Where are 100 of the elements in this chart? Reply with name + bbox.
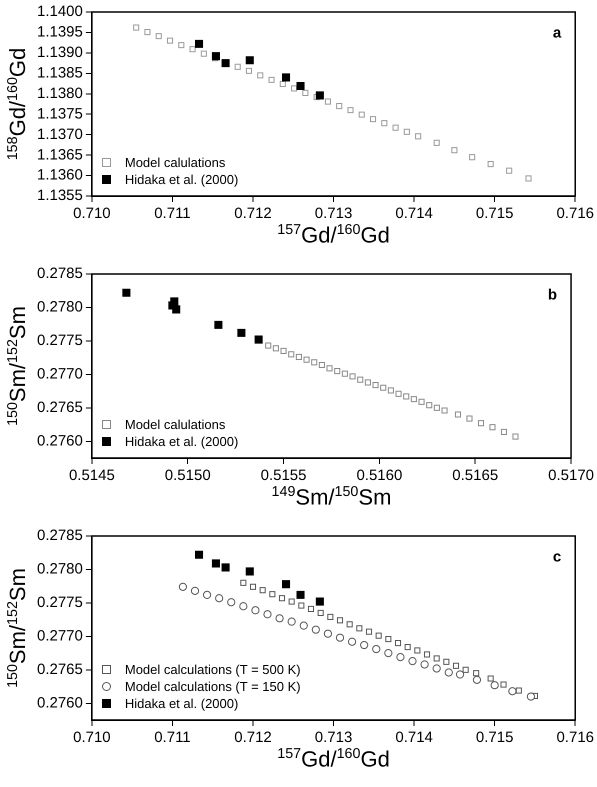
point [452, 662, 460, 669]
point [396, 390, 402, 397]
point [324, 630, 332, 638]
point [296, 82, 305, 90]
point [526, 692, 536, 701]
point [282, 73, 290, 82]
y-tick-label: 0.2765 [36, 398, 83, 416]
point [190, 46, 196, 52]
point [200, 50, 207, 57]
point [360, 640, 368, 650]
point [392, 124, 399, 131]
point [302, 90, 308, 96]
point [434, 140, 440, 146]
point [348, 638, 356, 646]
x-tick-label: 0.5145 [68, 467, 115, 484]
point [488, 675, 494, 682]
y-tick-label: 0.2785 [36, 265, 83, 282]
point [434, 655, 440, 662]
point [246, 68, 252, 74]
point [296, 354, 302, 360]
legend-label: Hidaka et al. (2000) [124, 171, 238, 188]
x-tick-label: 0.711 [154, 729, 191, 746]
point [246, 567, 254, 576]
point [327, 614, 334, 620]
point [525, 175, 532, 182]
point [404, 644, 411, 650]
point [444, 668, 453, 677]
point [133, 24, 140, 31]
y-tick-label: 1.1395 [36, 24, 83, 41]
point [334, 368, 340, 374]
point [472, 676, 482, 684]
point [194, 40, 204, 48]
point [316, 598, 324, 606]
x-tick-label: 0.714 [395, 729, 433, 746]
point [489, 424, 496, 430]
point [318, 610, 324, 616]
point [473, 670, 480, 676]
y-tick-label: 1.1400 [36, 3, 83, 20]
point [280, 80, 286, 88]
point [170, 297, 178, 306]
point [312, 626, 320, 634]
point [298, 602, 304, 609]
x-tick-label: 0.5165 [452, 467, 498, 484]
point [280, 348, 287, 354]
point [456, 670, 464, 679]
point [462, 666, 469, 673]
x-tick-label: 0.710 [73, 205, 111, 222]
point [342, 370, 348, 377]
point [403, 393, 410, 400]
point [275, 614, 284, 622]
point [257, 72, 264, 78]
point [408, 657, 417, 666]
point [263, 610, 272, 618]
point [272, 345, 279, 352]
x-axis-title: $^{157}$Gd/$^{160}$Gd [277, 222, 390, 248]
point [246, 56, 254, 64]
point [424, 651, 430, 658]
point [144, 28, 151, 36]
point [288, 351, 294, 358]
x-tick-label: 0.711 [154, 205, 191, 222]
point [291, 85, 298, 92]
point [122, 288, 130, 297]
x-tick-label: 0.715 [476, 205, 514, 222]
annotation: c [552, 548, 562, 566]
legend-label: Model calculations (T = 500 K) [124, 661, 301, 678]
point [366, 628, 372, 635]
point [288, 618, 296, 626]
y-tick-label: 0.2765 [36, 660, 83, 678]
point [418, 398, 425, 405]
point [336, 634, 344, 642]
point [265, 342, 272, 349]
y-tick-label: 0.2785 [36, 527, 83, 544]
y-tick-label: 0.2775 [36, 594, 83, 612]
point [215, 594, 224, 602]
y-tick-label: 0.2775 [36, 332, 83, 350]
point [426, 402, 432, 408]
point [394, 640, 402, 646]
point [239, 602, 248, 610]
legend-label: Model calculations (T = 150 K) [124, 678, 301, 695]
y-tick-label: 1.1375 [36, 105, 83, 122]
point [478, 420, 484, 426]
point [227, 598, 236, 606]
y-tick-label: 0.2770 [36, 628, 83, 645]
x-tick-label: 0.714 [395, 205, 433, 222]
point [194, 550, 204, 559]
y-tick-label: 1.1365 [36, 146, 83, 164]
y-tick-label: 0.2780 [36, 560, 83, 578]
x-tick-label: 0.715 [476, 729, 514, 746]
point [202, 590, 212, 599]
x-tick-label: 0.713 [314, 205, 352, 222]
y-tick-label: 1.1355 [36, 187, 83, 204]
point [269, 591, 276, 598]
point [506, 168, 512, 174]
point [388, 387, 394, 394]
y-tick-label: 0.2780 [36, 298, 83, 316]
x-tick-label: 0.5160 [356, 467, 402, 484]
point [420, 660, 429, 669]
point [364, 379, 371, 386]
point [443, 658, 450, 665]
point [350, 373, 356, 380]
